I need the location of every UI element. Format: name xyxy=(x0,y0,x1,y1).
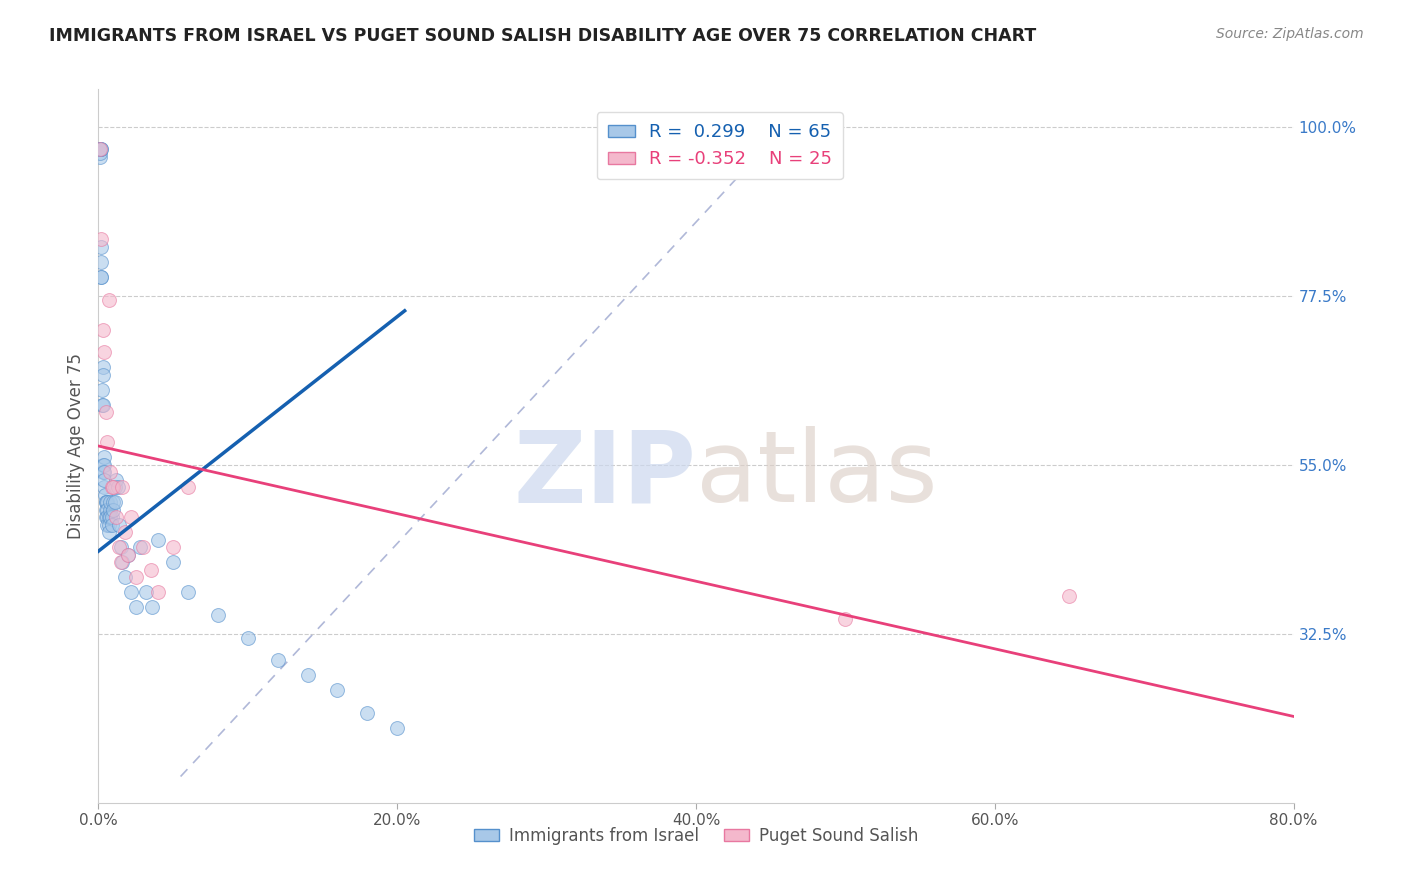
Point xyxy=(107,480,129,494)
Point xyxy=(103,495,125,509)
Point xyxy=(267,653,290,667)
Point xyxy=(90,232,112,246)
Point xyxy=(94,503,117,517)
Point xyxy=(108,541,131,555)
Point xyxy=(97,517,120,532)
Point xyxy=(97,510,120,524)
Point xyxy=(97,525,120,540)
Point xyxy=(1059,589,1081,603)
Point xyxy=(148,533,170,547)
Point xyxy=(90,270,112,285)
Point xyxy=(89,142,111,156)
Point xyxy=(96,495,118,509)
Point xyxy=(207,607,229,622)
Point xyxy=(326,683,349,698)
Point xyxy=(141,600,163,615)
Point xyxy=(94,510,117,524)
Point xyxy=(96,435,118,450)
Point xyxy=(91,465,114,479)
Point xyxy=(93,480,115,494)
Point xyxy=(129,541,152,555)
Point xyxy=(90,142,112,156)
Point xyxy=(105,510,128,524)
Point xyxy=(96,517,118,532)
Point xyxy=(110,556,132,570)
Point xyxy=(94,405,117,419)
Point xyxy=(125,570,148,584)
Text: Source: ZipAtlas.com: Source: ZipAtlas.com xyxy=(1216,27,1364,41)
Point xyxy=(236,631,259,645)
Point xyxy=(108,517,131,532)
Point xyxy=(111,480,134,494)
Point xyxy=(162,541,184,555)
Point xyxy=(105,473,128,487)
Point xyxy=(93,473,115,487)
Point xyxy=(177,480,200,494)
Point xyxy=(114,570,136,584)
Text: atlas: atlas xyxy=(696,426,938,523)
Point xyxy=(297,668,319,682)
Point xyxy=(132,541,155,555)
Point xyxy=(114,525,136,540)
Point xyxy=(91,322,114,336)
Point xyxy=(103,503,125,517)
Point xyxy=(162,556,184,570)
Point xyxy=(104,480,127,494)
Text: IMMIGRANTS FROM ISRAEL VS PUGET SOUND SALISH DISABILITY AGE OVER 75 CORRELATION : IMMIGRANTS FROM ISRAEL VS PUGET SOUND SA… xyxy=(49,27,1036,45)
Point xyxy=(103,480,125,494)
Point xyxy=(356,706,378,720)
Point xyxy=(98,503,122,517)
Point xyxy=(148,585,170,599)
Point xyxy=(89,142,111,156)
Point xyxy=(96,503,118,517)
Point xyxy=(94,495,117,509)
Legend: Immigrants from Israel, Puget Sound Salish: Immigrants from Israel, Puget Sound Sali… xyxy=(467,821,925,852)
Point xyxy=(98,465,122,479)
Point xyxy=(90,142,112,156)
Y-axis label: Disability Age Over 75: Disability Age Over 75 xyxy=(66,353,84,539)
Point xyxy=(834,612,856,626)
Point xyxy=(98,495,122,509)
Point xyxy=(91,398,114,412)
Point xyxy=(385,721,409,735)
Point xyxy=(94,488,117,502)
Point xyxy=(104,495,127,509)
Point xyxy=(93,450,115,465)
Point xyxy=(93,345,115,359)
Point xyxy=(93,465,115,479)
Point xyxy=(117,548,139,562)
Point xyxy=(101,517,124,532)
Point xyxy=(97,293,120,307)
Point xyxy=(89,150,111,164)
Point xyxy=(117,548,139,562)
Point xyxy=(96,510,118,524)
Point xyxy=(177,585,200,599)
Point xyxy=(101,510,124,524)
Point xyxy=(94,495,117,509)
Point xyxy=(93,458,115,472)
Point xyxy=(135,585,157,599)
Point xyxy=(91,368,114,382)
Point xyxy=(91,398,114,412)
Point xyxy=(120,510,142,524)
Point xyxy=(90,240,112,254)
Point xyxy=(90,255,112,269)
Point xyxy=(111,556,134,570)
Point xyxy=(98,510,122,524)
Point xyxy=(110,541,132,555)
Point xyxy=(90,270,112,285)
Point xyxy=(91,360,114,375)
Point xyxy=(89,142,111,156)
Point xyxy=(91,383,114,397)
Text: ZIP: ZIP xyxy=(513,426,696,523)
Point xyxy=(101,480,124,494)
Point xyxy=(89,146,111,161)
Point xyxy=(91,458,114,472)
Point xyxy=(139,563,162,577)
Point xyxy=(125,600,148,615)
Point xyxy=(120,585,142,599)
